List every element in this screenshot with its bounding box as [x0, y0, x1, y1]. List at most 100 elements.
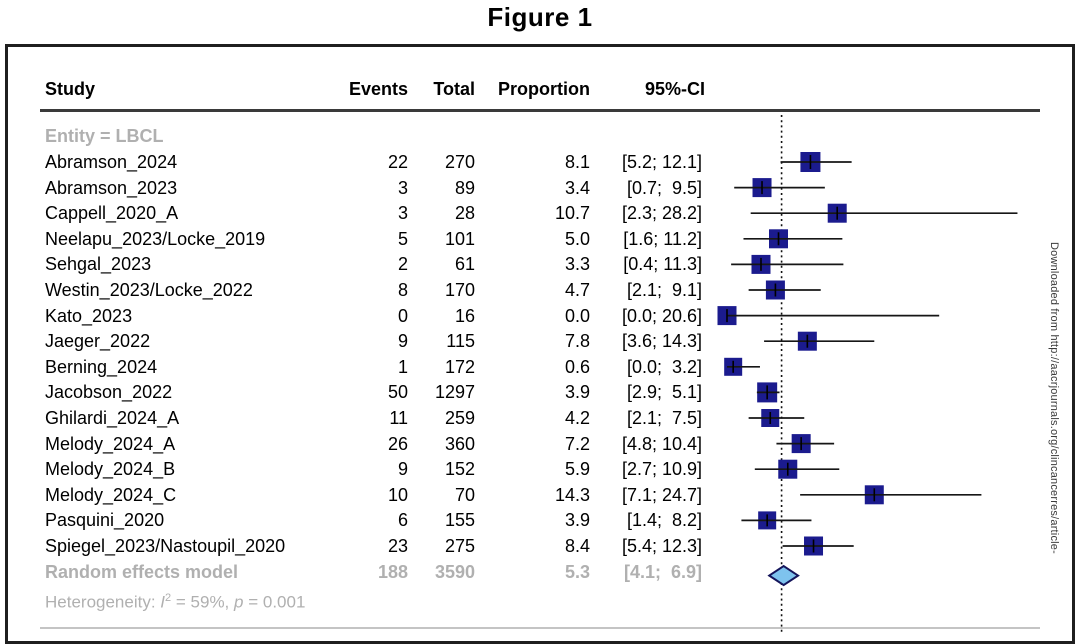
header-rule	[40, 109, 1040, 112]
study-name: Neelapu_2023/Locke_2019	[45, 228, 266, 249]
ci-value: [3.6; 14.3]	[621, 331, 702, 352]
table-row: Jaeger_2022 9 115 7.8 [3.6; 14.3]	[0, 328, 720, 354]
total-value: 70	[454, 484, 475, 505]
heterogeneity-i-sup: 2	[165, 592, 172, 604]
events-value: 10	[387, 484, 408, 505]
pooled-diamond	[767, 564, 800, 587]
total-value: 170	[444, 280, 475, 300]
ci-value: [2.7; 10.9]	[621, 459, 702, 480]
total-value: 360	[444, 433, 475, 454]
study-name: Jaeger_2022	[45, 331, 151, 352]
events-value: 0	[397, 305, 408, 326]
column-header-ci: 95%-CI	[644, 79, 705, 99]
proportion-value: 0.0	[564, 305, 590, 326]
total-value: 270	[444, 152, 475, 172]
total-value: 16	[454, 305, 475, 326]
total-value: 3590	[434, 561, 475, 582]
table-row: Abramson_2023 3 89 3.4 [0.7; 9.5]	[0, 175, 720, 201]
proportion-value: 3.9	[564, 382, 590, 403]
study-name: Westin_2023/Locke_2022	[45, 280, 253, 300]
study-name: Melody_2024_A	[45, 433, 176, 454]
bottom-rule	[40, 627, 1040, 629]
total-value: 152	[444, 459, 475, 480]
proportion-value: 7.8	[564, 331, 590, 352]
ci-value: [2.1; 7.5]	[626, 408, 702, 428]
ci-value: [1.4; 8.2]	[626, 510, 702, 531]
total-value: 61	[454, 254, 475, 275]
proportion-value: 14.3	[554, 484, 590, 505]
table-row: Random effects model 188 3590 5.3 [4.1; 6.9]	[0, 559, 720, 585]
study-name: Cappell_2020_A	[45, 203, 179, 224]
table-row: Ghilardi_2024_A 11 259 4.2 [2.1; 7.5]	[0, 405, 720, 431]
total-value: 28	[454, 203, 475, 224]
table-row: Cappell_2020_A 3 28 10.7 [2.3; 28.2]	[0, 200, 720, 226]
ci-value: [5.2; 12.1]	[621, 152, 702, 172]
total-value: 172	[444, 356, 475, 377]
proportion-value: 5.0	[564, 228, 590, 249]
ci-value: [2.9; 5.1]	[626, 382, 702, 403]
events-value: 9	[397, 459, 408, 480]
study-name: Ghilardi_2024_A	[45, 408, 180, 428]
table-row: Abramson_2024 22 270 8.1 [5.2; 12.1]	[0, 149, 720, 175]
events-value: 8	[397, 280, 408, 300]
ci-value: [4.1; 6.9]	[623, 561, 702, 582]
total-value: 275	[444, 536, 475, 556]
proportion-value: 7.2	[564, 433, 590, 454]
heterogeneity-suffix: = 0.001	[243, 592, 306, 612]
table-row: Berning_2024 1 172 0.6 [0.0; 3.2]	[0, 354, 720, 380]
figure-title: Figure 1	[487, 2, 593, 32]
table-row: Jacobson_2022 50 1297 3.9 [2.9; 5.1]	[0, 379, 720, 405]
events-value: 2	[397, 254, 408, 275]
total-value: 101	[444, 228, 475, 249]
ci-value: [2.3; 28.2]	[621, 203, 702, 224]
study-name: Abramson_2023	[45, 177, 178, 198]
heterogeneity-p-stat: p	[234, 592, 244, 612]
total-value: 155	[444, 510, 475, 531]
proportion-value: 5.9	[564, 459, 590, 480]
table-row: Melody_2024_A 26 360 7.2 [4.8; 10.4]	[0, 431, 720, 457]
study-name: Pasquini_2020	[45, 510, 165, 531]
table-row: Spiegel_2023/Nastoupil_2020 23 275 8.4 [5.4;…	[0, 533, 720, 559]
ci-value: [0.4; 11.3]	[623, 254, 702, 275]
download-watermark: Downloaded from http://aacrjournals.org/…	[1048, 242, 1060, 554]
study-name: Kato_2023	[45, 305, 133, 326]
study-name: Jacobson_2022	[45, 382, 173, 403]
events-value: 26	[387, 433, 408, 454]
events-value: 188	[377, 561, 408, 582]
proportion-value: 3.3	[564, 254, 590, 275]
events-value: 22	[387, 152, 408, 172]
table-row: Melody_2024_B 9 152 5.9 [2.7; 10.9]	[0, 456, 720, 482]
proportion-value: 0.6	[564, 356, 590, 377]
heterogeneity-note: Heterogeneity: I2 = 59%, p = 0.001	[45, 585, 306, 612]
events-value: 3	[397, 177, 408, 198]
proportion-value: 4.2	[564, 408, 590, 428]
study-name: Berning_2024	[45, 356, 158, 377]
study-name: Abramson_2024	[45, 152, 178, 172]
forest-plot	[717, 115, 1018, 635]
table-row: Neelapu_2023/Locke_2019 5 101 5.0 [1.6; 11.2…	[0, 226, 720, 252]
proportion-value: 3.4	[564, 177, 590, 198]
proportion-value: 5.3	[564, 561, 590, 582]
events-value: 6	[397, 510, 408, 531]
column-header-events: Events	[348, 79, 408, 99]
events-value: 3	[397, 203, 408, 224]
table-row: Melody_2024_C 10 70 14.3 [7.1; 24.7]	[0, 482, 720, 508]
ci-value: [1.6; 11.2]	[623, 228, 702, 249]
proportion-value: 8.1	[564, 152, 590, 172]
study-name: Sehgal_2023	[45, 254, 152, 275]
ci-value: [0.0; 3.2]	[626, 356, 702, 377]
study-name: Melody_2024_B	[45, 459, 176, 480]
events-value: 5	[397, 228, 408, 249]
table-row: Entity = LBCL	[0, 123, 720, 149]
column-header-proportion: Proportion	[498, 79, 590, 99]
study-name: Entity = LBCL	[45, 126, 164, 146]
heterogeneity-mid: = 59%,	[171, 592, 235, 612]
ci-value: [4.8; 10.4]	[621, 433, 702, 454]
total-value: 259	[444, 408, 475, 428]
events-value: 9	[397, 331, 408, 352]
table-row: Pasquini_2020 6 155 3.9 [1.4; 8.2]	[0, 507, 720, 533]
ci-value: [0.0; 20.6]	[621, 305, 702, 326]
ci-value: [5.4; 12.3]	[621, 536, 702, 556]
table-row: Sehgal_2023 2 61 3.3 [0.4; 11.3]	[0, 251, 720, 277]
table-row: Westin_2023/Locke_2022 8 170 4.7 [2.1; 9.1]	[0, 277, 720, 303]
